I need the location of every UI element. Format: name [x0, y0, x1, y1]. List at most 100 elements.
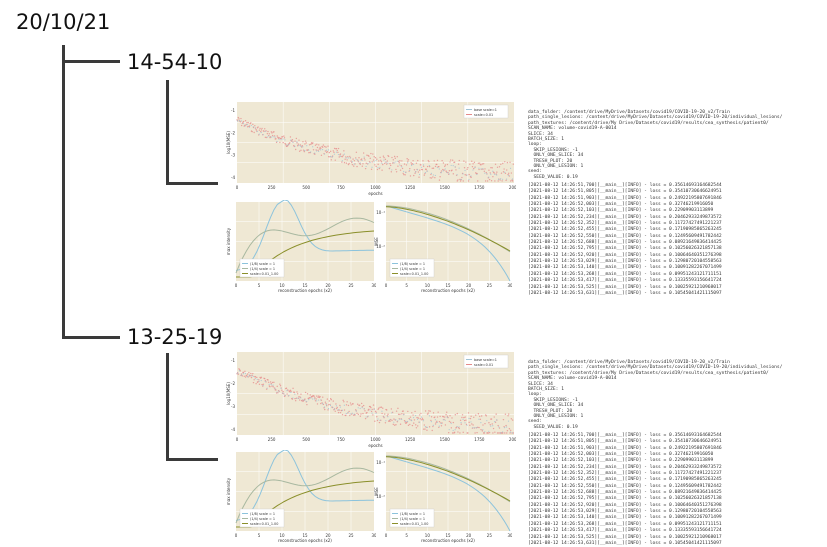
scatter-point	[426, 170, 429, 172]
scatter-point	[321, 402, 323, 404]
scatter-point	[435, 421, 437, 424]
x-tick-label: 25	[348, 283, 354, 288]
scatter-point	[492, 427, 495, 430]
scatter-point	[254, 125, 256, 127]
scatter-point	[376, 419, 379, 422]
scatter-point	[411, 164, 413, 167]
scatter-point	[268, 383, 270, 385]
x-axis-label: reconstruction epochs (x2)	[421, 288, 475, 293]
scatter-point	[402, 172, 404, 175]
scatter-point	[371, 408, 373, 411]
scatter-point	[419, 418, 422, 420]
scatter-point	[363, 156, 365, 158]
scatter-point	[298, 139, 300, 141]
scatter-point	[240, 373, 243, 375]
series-line-light-blue	[385, 455, 511, 532]
scatter-point	[360, 413, 362, 415]
scatter-point	[473, 416, 475, 419]
scatter-point	[463, 419, 466, 422]
scatter-point	[296, 145, 299, 147]
scatter-point	[347, 163, 350, 166]
scatter-point	[332, 150, 334, 152]
scatter-point	[312, 398, 314, 400]
scatter-point	[330, 399, 333, 401]
scatter-point	[405, 420, 407, 423]
text-line: SEED_VALUE: 0.19	[528, 424, 578, 430]
scatter-point	[434, 419, 436, 421]
scatter-point	[349, 414, 351, 417]
scatter-point	[364, 159, 366, 161]
scatter-point	[237, 373, 240, 375]
scatter-point	[417, 171, 420, 173]
scatter-point	[486, 180, 489, 182]
scatter-point	[284, 139, 286, 141]
scatter-point	[409, 416, 412, 418]
scatter-point	[382, 407, 384, 409]
scatter-point	[324, 408, 326, 411]
scatter-point	[502, 418, 505, 421]
scatter-point	[490, 166, 492, 169]
x-tick-label: 1250	[405, 437, 416, 442]
scatter-point	[430, 172, 432, 174]
text-line: SLICE: 34	[528, 381, 553, 387]
scatter-point	[475, 414, 477, 416]
scatter-point	[492, 176, 494, 178]
scatter-point	[339, 406, 341, 408]
scatter-series-blue	[236, 370, 514, 434]
scatter-point	[322, 146, 324, 148]
scatter-point	[405, 171, 407, 174]
x-tick-label: 500	[302, 437, 310, 442]
scatter-point	[442, 416, 445, 418]
scatter-point	[317, 149, 319, 152]
legend-entry: (1/4) scale = 1	[250, 517, 275, 521]
scatter-point	[362, 163, 364, 165]
scatter-point	[402, 410, 404, 412]
scatter-point	[508, 428, 511, 430]
text-line: [2021-08-12 14:26:52,234][__main__][INFO…	[528, 464, 722, 470]
x-tick-label: 0	[385, 283, 388, 288]
scatter-point	[355, 157, 357, 159]
scatter-point	[347, 411, 349, 413]
x-tick-label: 2000	[509, 185, 516, 190]
tree-branch-line-1	[62, 60, 120, 63]
scatter-point	[300, 145, 302, 147]
scatter-point	[378, 407, 380, 409]
scatter-point	[429, 177, 431, 179]
scatter-point	[298, 396, 300, 398]
scatter-point	[480, 428, 482, 431]
mse-plot-run-2: 10⁻¹ 10⁻² 0 5 10 15 20 25 30 reconstruction epoch…	[374, 452, 512, 543]
scatter-point	[467, 412, 470, 414]
scatter-point	[237, 116, 240, 119]
scatter-point	[481, 163, 484, 165]
scatter-point	[350, 404, 352, 406]
scatter-point	[463, 160, 465, 162]
scatter-point	[434, 176, 436, 179]
scatter-point	[361, 159, 363, 162]
scatter-point	[510, 172, 513, 174]
scatter-point	[431, 167, 433, 170]
scatter-point	[298, 144, 300, 147]
scatter-point	[262, 134, 264, 136]
scatter-point	[255, 383, 257, 385]
scatter-point	[316, 146, 319, 149]
scatter-point	[276, 135, 278, 137]
scatter-point	[312, 142, 314, 144]
text-line: [2021-08-12 14:26:53,268][__main__][INFO…	[528, 271, 722, 277]
scatter-point	[422, 420, 425, 422]
x-tick-label: 30	[507, 283, 512, 288]
scatter-point	[289, 391, 291, 393]
x-axis-label: reconstruction epochs (x2)	[421, 538, 475, 543]
scatter-point	[492, 425, 494, 427]
scatter-point	[248, 374, 250, 376]
scatter-point	[509, 431, 512, 433]
scatter-point	[304, 399, 306, 401]
scatter-point	[368, 408, 370, 410]
x-tick-label: 20	[325, 283, 331, 288]
scatter-point	[336, 149, 338, 152]
scatter-point	[412, 417, 415, 419]
scatter-point	[391, 419, 393, 422]
scatter-point	[430, 421, 432, 423]
scatter-point	[366, 411, 368, 414]
scatter-point	[413, 174, 415, 177]
scatter-point	[403, 173, 405, 176]
